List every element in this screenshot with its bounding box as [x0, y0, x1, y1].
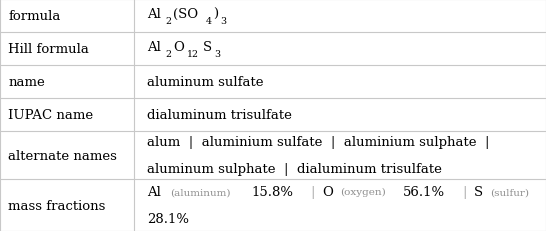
Text: |: | [462, 185, 467, 198]
Text: alternate names: alternate names [8, 149, 117, 162]
Text: mass fractions: mass fractions [8, 199, 105, 212]
Text: |: | [311, 185, 315, 198]
Text: Al: Al [147, 40, 161, 53]
Text: 12: 12 [187, 50, 199, 59]
Text: 3: 3 [220, 17, 226, 26]
Text: S: S [203, 40, 212, 53]
Text: Al: Al [147, 8, 161, 21]
Text: alum  |  aluminium sulfate  |  aluminium sulphate  |: alum | aluminium sulfate | aluminium sul… [147, 135, 490, 148]
Text: ): ) [213, 8, 218, 21]
Text: 56.1%: 56.1% [402, 185, 445, 198]
Text: dialuminum trisulfate: dialuminum trisulfate [147, 108, 292, 121]
Text: S: S [474, 185, 483, 198]
Text: formula: formula [8, 10, 61, 23]
Text: O: O [173, 40, 184, 53]
Text: 2: 2 [165, 17, 171, 26]
Text: (SO: (SO [173, 8, 198, 21]
Text: 3: 3 [215, 50, 221, 59]
Text: (sulfur): (sulfur) [490, 188, 529, 197]
Text: Hill formula: Hill formula [8, 43, 89, 56]
Text: O: O [322, 185, 333, 198]
Text: (oxygen): (oxygen) [340, 188, 386, 197]
Text: (aluminum): (aluminum) [170, 188, 230, 197]
Text: 28.1%: 28.1% [147, 212, 189, 225]
Text: 2: 2 [165, 50, 171, 59]
Text: aluminum sulfate: aluminum sulfate [147, 76, 264, 88]
Text: 15.8%: 15.8% [251, 185, 293, 198]
Text: IUPAC name: IUPAC name [8, 108, 93, 121]
Text: Al: Al [147, 185, 161, 198]
Text: name: name [8, 76, 45, 88]
Text: aluminum sulphate  |  dialuminum trisulfate: aluminum sulphate | dialuminum trisulfat… [147, 163, 442, 176]
Text: 4: 4 [205, 17, 211, 26]
